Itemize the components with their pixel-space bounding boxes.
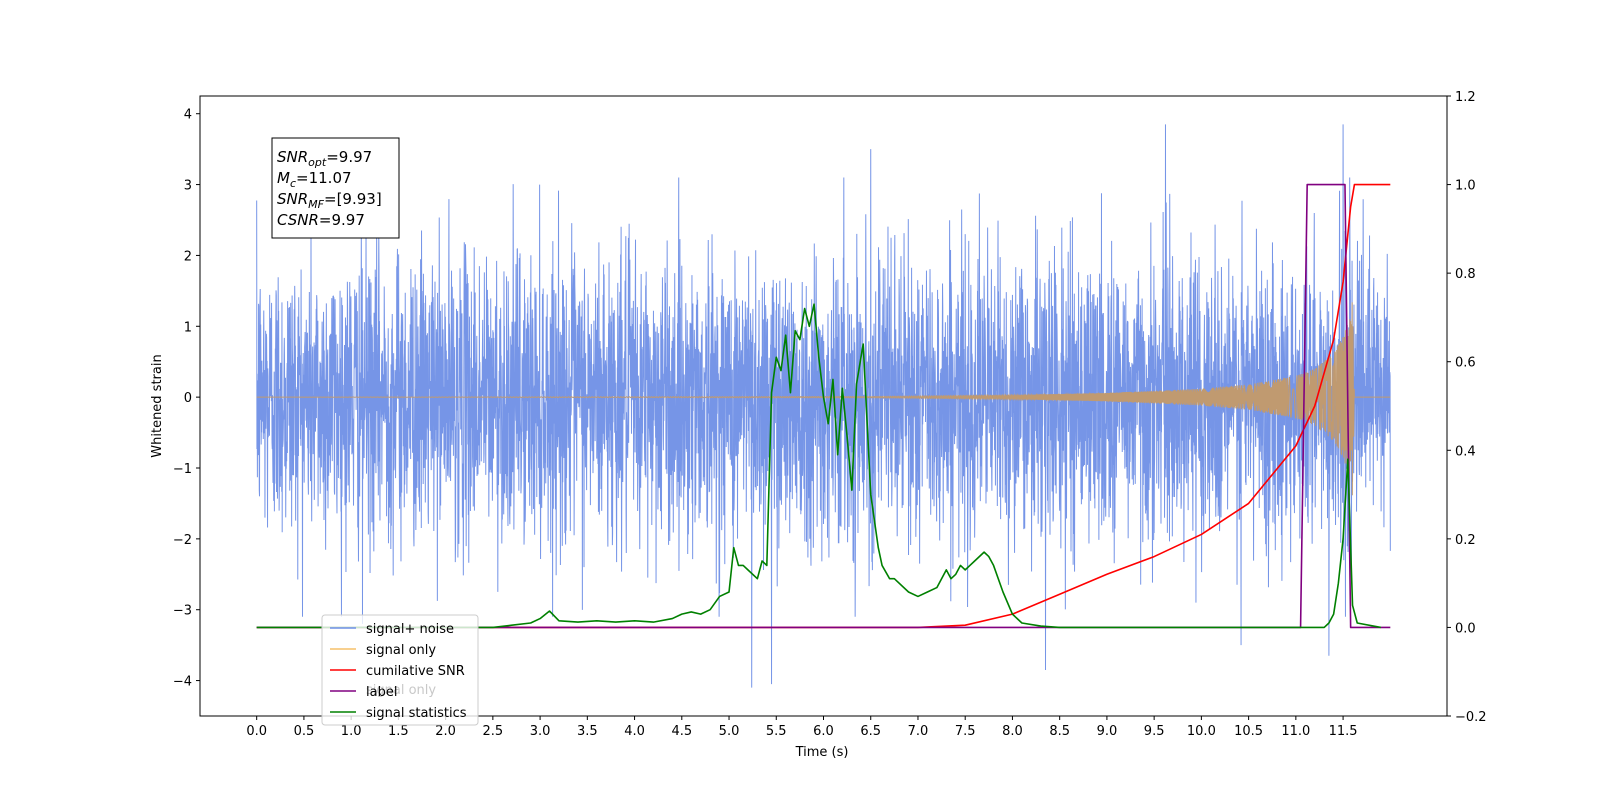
y-tick-label: 0 xyxy=(184,391,192,406)
series-signal-noise xyxy=(256,124,1391,688)
x-tick-label: 10.5 xyxy=(1234,724,1263,739)
y-tick-label: −4 xyxy=(173,675,192,690)
series-signal-statistics xyxy=(256,303,1382,629)
y-axis-label: Whitened strain xyxy=(150,354,165,457)
y-tick-label: −2 xyxy=(173,533,192,548)
x-tick-label: 4.5 xyxy=(671,724,692,739)
annotation-line: SNRopt=9.97 xyxy=(277,148,372,169)
x-tick-label: 8.5 xyxy=(1049,724,1070,739)
x-tick-label: 3.5 xyxy=(577,724,598,739)
legend-label: cumilative SNR xyxy=(366,664,465,679)
plot-area xyxy=(256,124,1391,688)
x-axis: 0.0 0.5 1.0 1.5 2.0 2.5 3.0 3.5 4.0 4.5 5.0 5.5 6.0 6… xyxy=(246,716,1358,739)
legend-frame xyxy=(321,614,479,726)
x-tick-label: 9.5 xyxy=(1144,724,1165,739)
x-tick-label: 10.0 xyxy=(1187,724,1216,739)
y2-tick-label: 1.0 xyxy=(1455,179,1476,194)
y2-tick-label: 0.8 xyxy=(1455,267,1476,282)
x-tick-label: 9.0 xyxy=(1097,724,1118,739)
x-tick-label: 4.0 xyxy=(624,724,645,739)
y-tick-label: 4 xyxy=(184,108,192,123)
x-tick-label: 11.0 xyxy=(1281,724,1310,739)
x-tick-label: 2.0 xyxy=(435,724,456,739)
legend: signal only signal+ noise signal only cumil… xyxy=(321,614,479,726)
annotation-frame xyxy=(271,137,400,239)
annotation-line: SNRMF=[9.93] xyxy=(277,190,382,211)
x-tick-label: 8.0 xyxy=(1002,724,1023,739)
legend-label: label xyxy=(366,685,397,700)
x-axis-label: Time (s) xyxy=(795,745,849,760)
x-tick-label: 6.0 xyxy=(813,724,834,739)
x-tick-label: 1.0 xyxy=(341,724,362,739)
x-tick-label: 5.0 xyxy=(719,724,740,739)
x-tick-label: 6.5 xyxy=(860,724,881,739)
legend-faded-text: signal only xyxy=(366,683,436,698)
legend-label: signal only xyxy=(366,643,436,658)
x-tick-label: 0.0 xyxy=(246,724,267,739)
y2-tick-label: −0.2 xyxy=(1455,710,1487,725)
y-tick-label: 3 xyxy=(184,179,192,194)
y2-tick-label: 1.2 xyxy=(1455,90,1476,105)
y2-tick-label: 0.0 xyxy=(1455,621,1476,636)
x-tick-label: 2.5 xyxy=(483,724,504,739)
y-tick-label: −1 xyxy=(173,462,192,477)
series-cumulative-snr xyxy=(256,183,1391,629)
x-tick-label: 5.5 xyxy=(766,724,787,739)
y-tick-label: 2 xyxy=(184,249,192,264)
x-tick-label: 3.0 xyxy=(530,724,551,739)
y2-tick-label: 0.6 xyxy=(1455,356,1476,371)
x-tick-label: 0.5 xyxy=(294,724,315,739)
legend-label: signal+ noise xyxy=(366,622,454,637)
y-axis-right: 1.2 1.0 0.8 0.6 0.4 0.2 0.0 −0.2 xyxy=(1447,90,1487,725)
y-tick-label: −3 xyxy=(173,604,192,619)
x-tick-label: 7.5 xyxy=(955,724,976,739)
y2-tick-label: 0.4 xyxy=(1455,444,1476,459)
x-tick-label: 1.5 xyxy=(388,724,409,739)
x-tick-label: 11.5 xyxy=(1329,724,1358,739)
y-tick-label: 1 xyxy=(184,320,192,335)
y-axis-left: 4 3 2 1 0 −1 −2 −3 −4 xyxy=(173,108,200,690)
legend-label: signal statistics xyxy=(366,706,467,721)
x-tick-label: 7.0 xyxy=(908,724,929,739)
annotation-line: Mc=11.07 xyxy=(277,169,352,190)
y2-tick-label: 0.2 xyxy=(1455,533,1476,548)
annotation-line: CSNR=9.97 xyxy=(277,211,365,229)
